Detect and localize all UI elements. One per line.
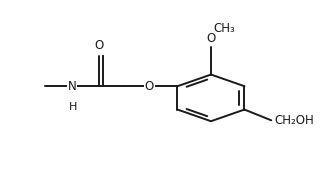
Text: O: O: [145, 80, 154, 93]
Text: CH₂OH: CH₂OH: [274, 114, 314, 127]
Text: O: O: [94, 39, 103, 52]
Text: N: N: [67, 80, 76, 93]
Text: H: H: [69, 102, 78, 112]
Text: CH₃: CH₃: [213, 22, 235, 35]
Text: O: O: [206, 32, 216, 45]
